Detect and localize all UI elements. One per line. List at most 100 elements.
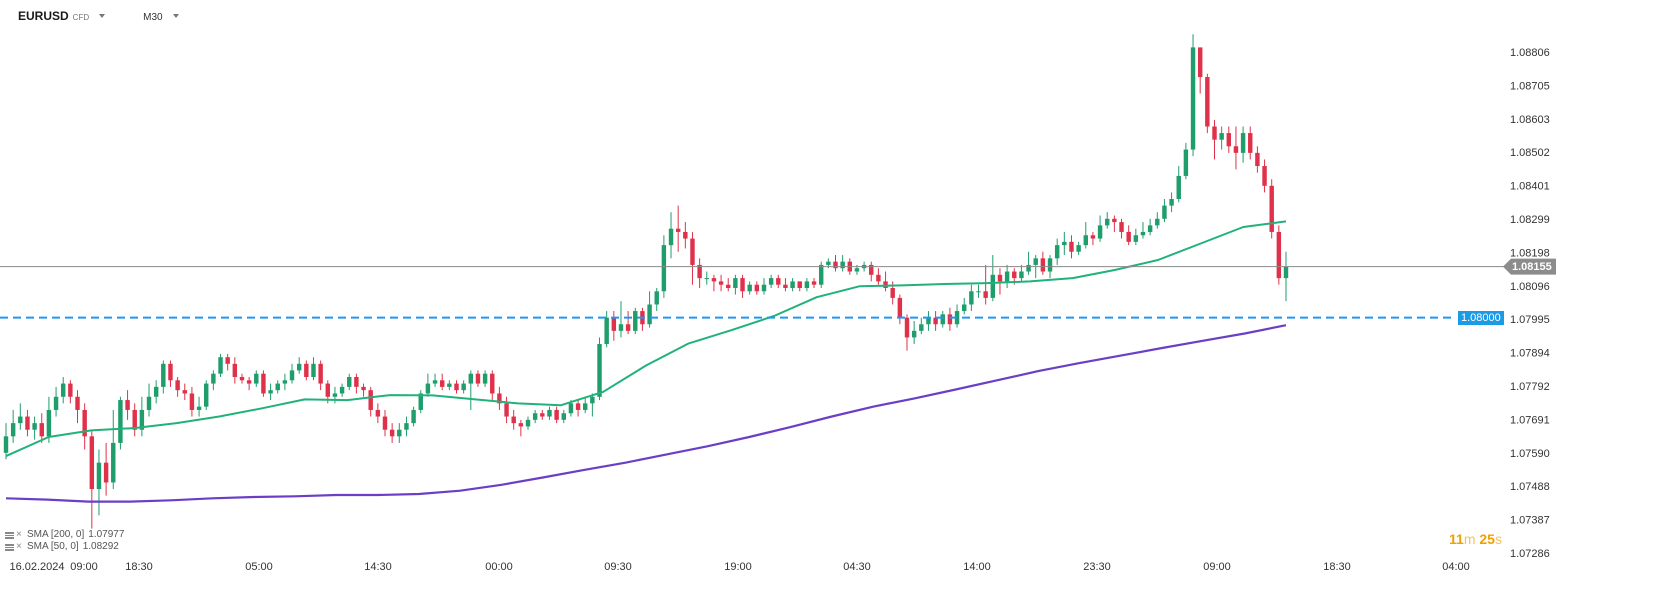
candle-body-down xyxy=(718,281,724,285)
candle-body-up xyxy=(275,383,280,391)
candle xyxy=(339,383,345,397)
current-price-tag-shape xyxy=(1503,258,1556,275)
candle-body-up xyxy=(204,383,209,407)
candle xyxy=(618,301,624,338)
countdown-seconds-unit: s xyxy=(1494,531,1502,547)
candle xyxy=(125,390,130,420)
price-tick-label: 1.07995 xyxy=(1510,314,1550,326)
candle xyxy=(425,373,431,397)
candle-body-down xyxy=(1012,271,1017,279)
symbol-name[interactable]: EURUSD xyxy=(18,9,69,23)
candle xyxy=(1054,238,1060,265)
candle xyxy=(1147,218,1153,236)
candle-body-down xyxy=(1212,126,1217,140)
candle-body-down xyxy=(683,231,688,239)
candle-body-up xyxy=(1004,271,1010,282)
timeframe-selector[interactable]: M30 xyxy=(143,12,163,23)
indicator-label: SMA [50, 0] xyxy=(27,541,79,552)
candle-body-up xyxy=(1105,218,1110,226)
candle xyxy=(461,380,466,394)
candle xyxy=(776,274,781,288)
candle-body-down xyxy=(490,373,495,394)
candle xyxy=(211,370,216,391)
candle xyxy=(3,423,9,460)
candle-body-up xyxy=(218,357,223,374)
candle-body-up xyxy=(1183,149,1189,176)
remove-icon[interactable]: × xyxy=(16,541,22,552)
candle xyxy=(432,373,438,387)
candle-body-up xyxy=(1083,235,1088,246)
candle-body-down xyxy=(261,373,266,394)
visibility-icon[interactable] xyxy=(5,543,14,551)
candle-body-up xyxy=(53,396,59,410)
candle-body-down xyxy=(883,281,888,288)
candle xyxy=(911,320,917,345)
candle xyxy=(718,274,724,292)
candle xyxy=(969,284,974,312)
candle-body-down xyxy=(1197,47,1203,78)
candle-body-down xyxy=(1119,222,1124,232)
candle xyxy=(382,409,388,437)
symbol-dropdown-icon[interactable] xyxy=(99,14,106,18)
candle xyxy=(1162,199,1167,223)
candle-body-down xyxy=(833,261,838,269)
time-tick-label: 09:00 xyxy=(1203,561,1231,573)
candle xyxy=(368,386,373,417)
candle xyxy=(204,380,209,410)
candle xyxy=(1269,179,1274,239)
price-axis: 1.08806 1.08705 1.08603 1.08502 1.08401 1.082… xyxy=(1510,47,1550,560)
candle xyxy=(904,314,910,351)
candle xyxy=(976,284,981,298)
time-tick-label: 16.02.2024 xyxy=(9,561,64,573)
candle xyxy=(239,373,245,384)
candle xyxy=(39,413,44,443)
candle-body-up xyxy=(840,261,845,269)
candle-body-up xyxy=(990,274,996,298)
candle-body-up xyxy=(1176,175,1181,200)
candle xyxy=(668,212,674,259)
candle-body-up xyxy=(1162,205,1167,219)
candle-body-down xyxy=(890,287,895,298)
candle xyxy=(1155,212,1160,229)
candle-body-up xyxy=(1219,133,1224,140)
candle-body-up xyxy=(1076,245,1081,252)
candle xyxy=(525,416,531,430)
candle xyxy=(404,416,409,437)
candle-body-up xyxy=(60,383,66,397)
candle-body-down xyxy=(783,284,788,288)
candle xyxy=(633,307,638,335)
candle xyxy=(647,291,652,328)
time-tick-label: 14:00 xyxy=(963,561,991,573)
candle xyxy=(439,373,445,391)
candle xyxy=(1004,264,1010,288)
level-price-tag[interactable]: 1.08000 xyxy=(1458,310,1504,325)
candle xyxy=(111,409,116,490)
candle xyxy=(740,274,745,298)
countdown-seconds: 25 xyxy=(1479,531,1495,547)
candle-body-up xyxy=(447,383,452,387)
candle-body-up xyxy=(296,363,302,371)
candle xyxy=(103,442,109,496)
candle xyxy=(1169,192,1174,213)
candle-body-up xyxy=(418,393,423,410)
candle xyxy=(561,409,566,424)
candle-body-up xyxy=(854,268,860,272)
visibility-icon[interactable] xyxy=(5,531,14,539)
candle xyxy=(118,396,123,450)
remove-icon[interactable]: × xyxy=(16,529,22,540)
candle xyxy=(547,406,552,420)
candle xyxy=(1212,119,1217,160)
candle xyxy=(625,311,631,335)
candle xyxy=(504,396,509,424)
candle xyxy=(733,274,738,295)
candle-body-up xyxy=(397,429,402,437)
timeframe-dropdown-icon[interactable] xyxy=(172,14,179,18)
candle-body-up xyxy=(790,281,795,288)
sma200-line xyxy=(5,324,1287,503)
candle xyxy=(583,396,588,414)
candle-body-down xyxy=(1205,77,1210,127)
candle xyxy=(153,380,159,404)
candle xyxy=(540,409,545,420)
candle xyxy=(690,231,695,285)
